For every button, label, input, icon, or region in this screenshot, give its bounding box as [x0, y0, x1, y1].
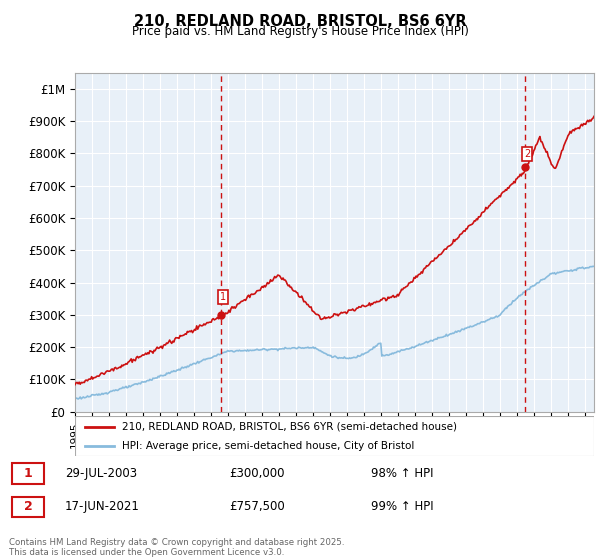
- Text: 2: 2: [524, 150, 530, 159]
- Text: 99% ↑ HPI: 99% ↑ HPI: [371, 500, 433, 514]
- Text: £300,000: £300,000: [229, 467, 285, 480]
- FancyBboxPatch shape: [12, 497, 44, 517]
- FancyBboxPatch shape: [12, 463, 44, 484]
- Text: 29-JUL-2003: 29-JUL-2003: [65, 467, 137, 480]
- Text: 210, REDLAND ROAD, BRISTOL, BS6 6YR: 210, REDLAND ROAD, BRISTOL, BS6 6YR: [134, 14, 466, 29]
- Text: Contains HM Land Registry data © Crown copyright and database right 2025.
This d: Contains HM Land Registry data © Crown c…: [9, 538, 344, 557]
- Text: 17-JUN-2021: 17-JUN-2021: [65, 500, 140, 514]
- FancyBboxPatch shape: [75, 416, 594, 456]
- Text: 2: 2: [23, 500, 32, 514]
- Text: Price paid vs. HM Land Registry's House Price Index (HPI): Price paid vs. HM Land Registry's House …: [131, 25, 469, 38]
- Text: 1: 1: [23, 467, 32, 480]
- Text: 210, REDLAND ROAD, BRISTOL, BS6 6YR (semi-detached house): 210, REDLAND ROAD, BRISTOL, BS6 6YR (sem…: [122, 422, 457, 432]
- Text: 1: 1: [220, 292, 226, 302]
- Text: £757,500: £757,500: [229, 500, 285, 514]
- Text: HPI: Average price, semi-detached house, City of Bristol: HPI: Average price, semi-detached house,…: [122, 441, 414, 451]
- Text: 98% ↑ HPI: 98% ↑ HPI: [371, 467, 433, 480]
